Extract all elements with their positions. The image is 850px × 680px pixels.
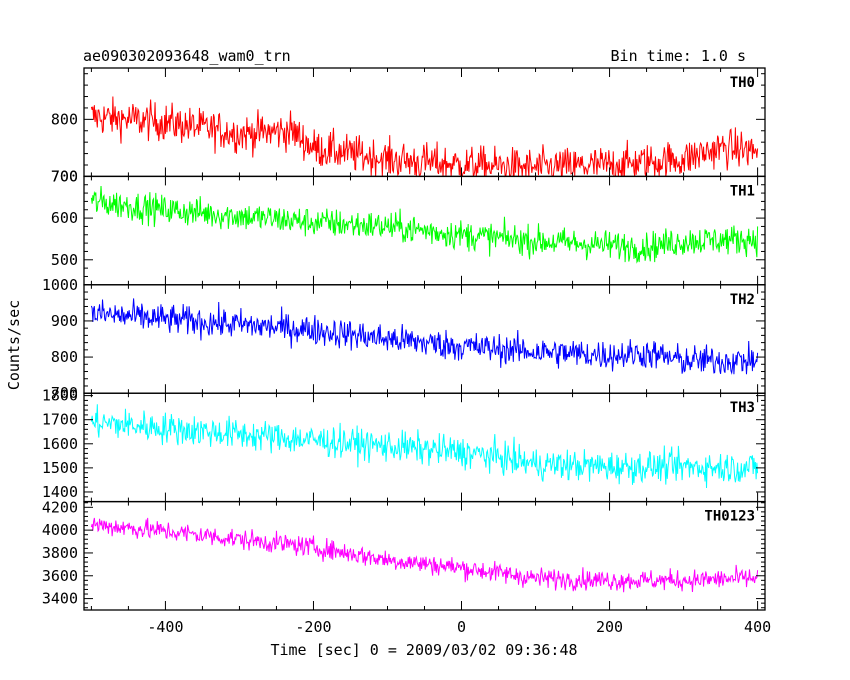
panel-label: TH0123 xyxy=(704,509,755,525)
y-tick-label: 1800 xyxy=(42,387,78,405)
series-line-th0 xyxy=(90,96,759,178)
panels: 700800TH0500600700TH17008009001000TH2140… xyxy=(42,67,766,611)
y-tick-label: 1600 xyxy=(42,435,78,453)
panel-label: TH2 xyxy=(730,292,755,308)
series-line-th0123 xyxy=(90,517,759,593)
y-tick-label: 600 xyxy=(51,209,78,227)
panel-label: TH3 xyxy=(730,400,755,416)
panel-th3: 1400 1500 1600 1700 1800 TH3 xyxy=(42,387,766,503)
panel-frame xyxy=(83,284,766,394)
y-axis-label: Counts/sec xyxy=(5,300,23,390)
y-tick-label: 3400 xyxy=(42,590,78,608)
y-tick-label: 1700 xyxy=(42,411,78,429)
panel-th0: 700 800 TH0 xyxy=(51,67,766,185)
panel-th1: 500 600 700 TH1 xyxy=(51,167,766,286)
y-tick-label: 700 xyxy=(51,167,78,185)
y-tick-label: 1000 xyxy=(42,276,78,294)
y-tick-label: 800 xyxy=(51,348,78,366)
x-axis-label: Time [sec] 0 = 2009/03/02 09:36:48 xyxy=(270,641,577,659)
y-tick-label: 3800 xyxy=(42,544,78,562)
y-tick-label: 800 xyxy=(51,110,78,128)
panel-label: TH1 xyxy=(730,183,755,199)
y-tick-label: 1500 xyxy=(42,459,78,477)
y-tick-label: 1400 xyxy=(42,483,78,501)
y-tick-label: 4200 xyxy=(42,498,78,516)
panel-th2: 700 800 900 1000 TH2 xyxy=(42,276,766,402)
x-tick-label: -200 xyxy=(295,618,331,636)
x-tick-label: 400 xyxy=(744,618,771,636)
series-line-th1 xyxy=(90,186,759,264)
series-line-th3 xyxy=(90,404,759,488)
y-tick-label: 3600 xyxy=(42,567,78,585)
y-tick-label: 700 xyxy=(51,384,78,402)
y-tick-label: 700 xyxy=(51,167,78,185)
x-tick-label: 0 xyxy=(457,618,466,636)
series-line-th2 xyxy=(90,298,759,375)
panel-frame xyxy=(83,500,766,611)
x-tick-labels: -400 -200 0 200 400 xyxy=(147,618,771,636)
y-tick-label: 500 xyxy=(51,251,78,269)
chart-title-left: ae090302093648_wam0_trn xyxy=(83,47,291,65)
y-tick-label: 4000 xyxy=(42,521,78,539)
panel-frame xyxy=(83,175,766,286)
panel-th0123: 3400 3600 3800 4000 4200 TH0123 xyxy=(42,498,766,611)
x-tick-label: -400 xyxy=(147,618,183,636)
x-tick-label: 200 xyxy=(596,618,623,636)
panel-label: TH0 xyxy=(730,75,755,91)
chart-title-right: Bin time: 1.0 s xyxy=(611,47,746,65)
y-tick-label: 900 xyxy=(51,312,78,330)
